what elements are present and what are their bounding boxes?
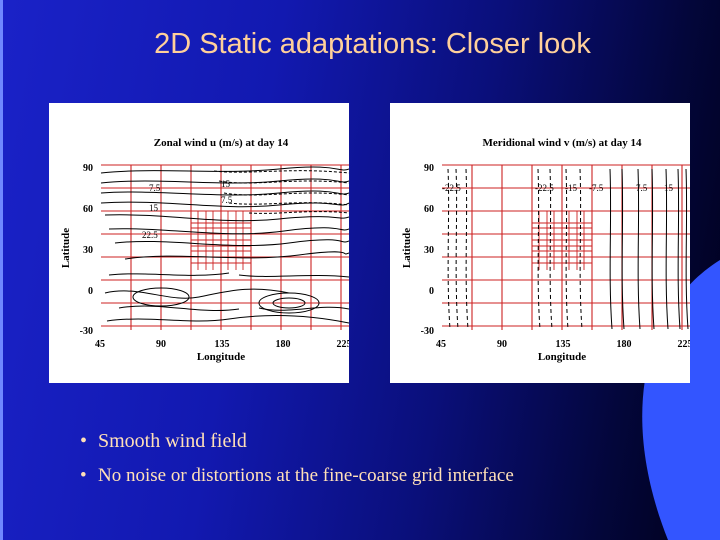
y-tick-label: -30 bbox=[421, 326, 434, 337]
bullet-dot-icon: • bbox=[80, 465, 87, 486]
x-tick-label: 225 bbox=[678, 339, 691, 350]
contour-label: -7.5 bbox=[589, 183, 604, 193]
bullet-item: • No noise or distortions at the fine-coa… bbox=[80, 462, 514, 490]
meridional-wind-figure: Meridional wind v (m/s) at day 14 bbox=[401, 137, 690, 363]
slide-title: 2D Static adaptations: Closer look bbox=[154, 28, 591, 60]
y-tick-label: 60 bbox=[424, 204, 434, 215]
y-tick-label: 60 bbox=[83, 204, 93, 215]
contour-label: -15 bbox=[565, 183, 577, 193]
bullet-text: Smooth wind field bbox=[98, 430, 247, 452]
x-axis-label: Longitude bbox=[197, 351, 245, 363]
contour-label: -22.5 bbox=[535, 183, 554, 193]
contour-label: 7.5 bbox=[149, 183, 161, 193]
contour-label: 15 bbox=[221, 179, 231, 189]
contour-label: 7.5 bbox=[636, 183, 648, 193]
contour-lines bbox=[447, 168, 689, 330]
refined-grid bbox=[101, 164, 349, 330]
contour-labels: 7.5 15 7.5 15 22.5 bbox=[142, 179, 233, 240]
plot-title: Meridional wind v (m/s) at day 14 bbox=[483, 137, 642, 149]
contour-label: 7.5 bbox=[221, 195, 233, 205]
contour-label: 15 bbox=[149, 203, 159, 213]
x-tick-label: 180 bbox=[617, 339, 632, 350]
y-tick-label: 30 bbox=[424, 245, 434, 256]
contour-label: 15 bbox=[664, 183, 674, 193]
y-tick-label: 30 bbox=[83, 245, 93, 256]
contour-labels: -22.5 -22.5 -15 -7.5 7.5 15 bbox=[442, 183, 674, 193]
x-tick-label: 135 bbox=[215, 339, 230, 350]
y-tick-label: -30 bbox=[80, 326, 93, 337]
y-tick-label: 90 bbox=[424, 163, 434, 174]
y-tick-label: 0 bbox=[88, 286, 93, 297]
x-axis-label: Longitude bbox=[538, 351, 586, 363]
zonal-wind-plot: Zonal wind u (m/s) at day 14 bbox=[49, 103, 349, 383]
bullet-list: • Smooth wind field • No noise or distorti… bbox=[80, 426, 514, 490]
x-tick-label: 90 bbox=[497, 339, 507, 350]
contour-label: 22.5 bbox=[142, 230, 158, 240]
plot-title: Zonal wind u (m/s) at day 14 bbox=[154, 137, 289, 149]
x-axis-ticks: 45 90 135 180 225 bbox=[436, 339, 690, 350]
zonal-wind-figure: Zonal wind u (m/s) at day 14 bbox=[60, 137, 349, 363]
x-tick-label: 135 bbox=[556, 339, 571, 350]
meridional-wind-plot: Meridional wind v (m/s) at day 14 bbox=[390, 103, 690, 383]
bullet-text: No noise or distortions at the fine-coar… bbox=[98, 465, 514, 486]
x-tick-label: 90 bbox=[156, 339, 166, 350]
y-axis-ticks: 90 60 30 0 -30 bbox=[80, 163, 93, 337]
y-axis-label: Latitude bbox=[401, 228, 413, 268]
x-axis-ticks: 45 90 135 180 225 bbox=[95, 339, 349, 350]
x-tick-label: 225 bbox=[337, 339, 350, 350]
refined-grid bbox=[442, 164, 690, 330]
y-axis-label: Latitude bbox=[60, 228, 72, 268]
y-tick-label: 0 bbox=[429, 286, 434, 297]
y-tick-label: 90 bbox=[83, 163, 93, 174]
x-tick-label: 180 bbox=[276, 339, 291, 350]
bullet-item: • Smooth wind field bbox=[80, 426, 514, 462]
bullet-dot-icon: • bbox=[80, 430, 88, 452]
y-axis-ticks: 90 60 30 0 -30 bbox=[421, 163, 434, 337]
x-tick-label: 45 bbox=[436, 339, 446, 350]
contour-lines bbox=[100, 166, 349, 324]
left-edge-accent bbox=[0, 0, 3, 540]
contour-label: -22.5 bbox=[442, 183, 461, 193]
x-tick-label: 45 bbox=[95, 339, 105, 350]
